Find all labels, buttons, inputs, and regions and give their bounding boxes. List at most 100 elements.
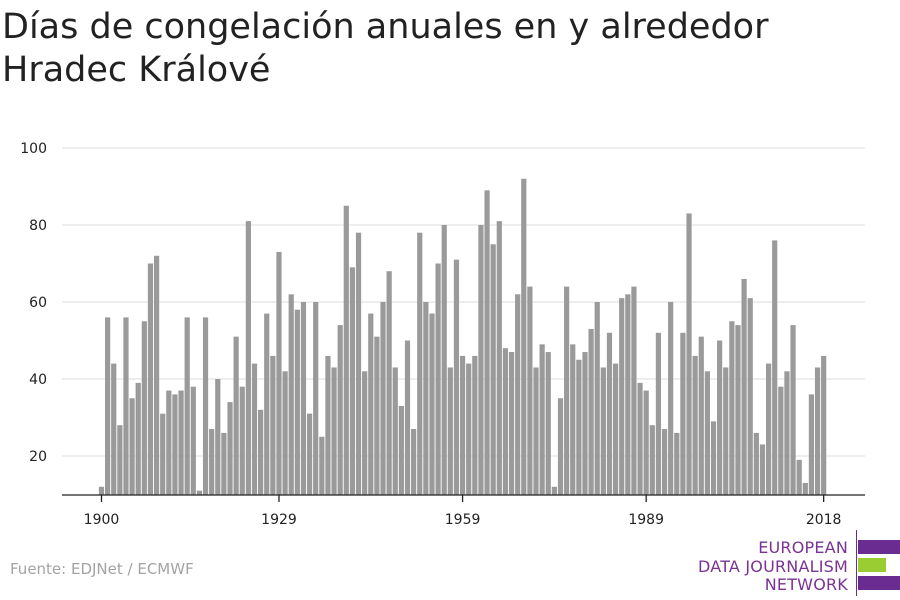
logo-text-network: NETWORK — [764, 575, 848, 594]
bar — [98, 486, 105, 495]
bar — [649, 425, 655, 495]
bar — [576, 359, 582, 495]
bar — [643, 390, 649, 495]
bars — [98, 178, 827, 496]
bar — [802, 482, 808, 495]
bar — [343, 205, 349, 495]
bar — [655, 332, 662, 495]
bar — [392, 367, 398, 495]
bar — [668, 302, 674, 495]
bar — [772, 240, 778, 495]
bar — [551, 486, 557, 495]
bar — [704, 371, 710, 495]
bar — [209, 429, 215, 495]
bar — [215, 379, 221, 495]
x-tick-label: 1959 — [445, 512, 481, 528]
bar — [239, 386, 245, 495]
bar — [582, 352, 588, 495]
bar — [539, 344, 545, 495]
bar — [123, 317, 129, 495]
bar — [588, 328, 594, 495]
logo-text-data-journalism: DATA JOURNALISM — [698, 557, 848, 576]
bar — [178, 390, 184, 495]
bar — [564, 286, 570, 495]
logo-bar-purple-top — [858, 540, 900, 554]
bar — [294, 309, 300, 495]
bar — [778, 386, 784, 495]
bar — [612, 363, 619, 495]
bar — [368, 313, 374, 495]
bar — [594, 302, 600, 495]
bar — [790, 325, 796, 495]
bar — [404, 340, 411, 495]
bar — [533, 367, 539, 495]
bar — [435, 263, 441, 495]
x-axis-tick-labels: 1900 1929 1959 1989 2018 — [84, 495, 841, 528]
logo-bar-green — [858, 558, 886, 572]
bar — [245, 221, 251, 495]
bar — [821, 355, 827, 495]
bar — [233, 336, 239, 495]
bar — [723, 367, 729, 495]
bar — [527, 286, 533, 495]
bar — [570, 344, 576, 495]
bar — [423, 302, 429, 495]
bar — [508, 352, 515, 495]
y-axis-tick-labels: 20 40 60 80 100 — [20, 141, 47, 465]
bar — [147, 263, 154, 495]
bar — [349, 267, 356, 495]
bar — [741, 278, 747, 495]
bar — [447, 367, 453, 495]
bar — [478, 225, 484, 495]
bar — [160, 413, 166, 495]
bar — [600, 367, 606, 495]
bar — [490, 244, 496, 495]
bar — [784, 371, 790, 495]
bar — [637, 382, 643, 495]
bar — [306, 413, 313, 495]
bar — [441, 225, 447, 495]
bar — [258, 409, 264, 495]
x-tick-label: 1929 — [261, 512, 297, 528]
bar — [331, 367, 337, 495]
bar — [808, 394, 815, 495]
bar — [453, 259, 460, 495]
bar — [417, 232, 423, 495]
bar — [625, 294, 631, 495]
bar — [484, 190, 490, 495]
bar — [380, 302, 386, 495]
bar — [166, 390, 172, 495]
bar — [141, 321, 147, 495]
bar — [631, 286, 637, 495]
bar — [184, 317, 190, 495]
bar — [202, 317, 209, 495]
bar — [270, 355, 276, 495]
bar — [515, 294, 521, 495]
bar — [729, 321, 735, 495]
bar — [496, 221, 502, 495]
y-tick-label: 100 — [20, 141, 47, 157]
bar — [135, 382, 141, 495]
y-tick-label: 20 — [29, 449, 47, 465]
bar — [472, 355, 478, 495]
bar — [557, 398, 564, 495]
bar — [276, 251, 282, 495]
bar — [251, 363, 258, 495]
bar — [282, 371, 288, 495]
bar — [325, 355, 331, 495]
y-tick-label: 80 — [29, 218, 47, 234]
bar — [502, 348, 509, 495]
bar — [111, 363, 117, 495]
bar — [717, 340, 723, 495]
bar — [759, 444, 766, 495]
bar — [753, 432, 759, 495]
bar — [227, 402, 233, 495]
x-tick-label: 1989 — [628, 512, 664, 528]
bar — [374, 336, 380, 495]
bar — [355, 232, 362, 495]
bar — [300, 302, 307, 495]
bar — [196, 490, 203, 495]
bar — [411, 429, 417, 495]
logo-text-european: EUROPEAN — [758, 538, 848, 557]
